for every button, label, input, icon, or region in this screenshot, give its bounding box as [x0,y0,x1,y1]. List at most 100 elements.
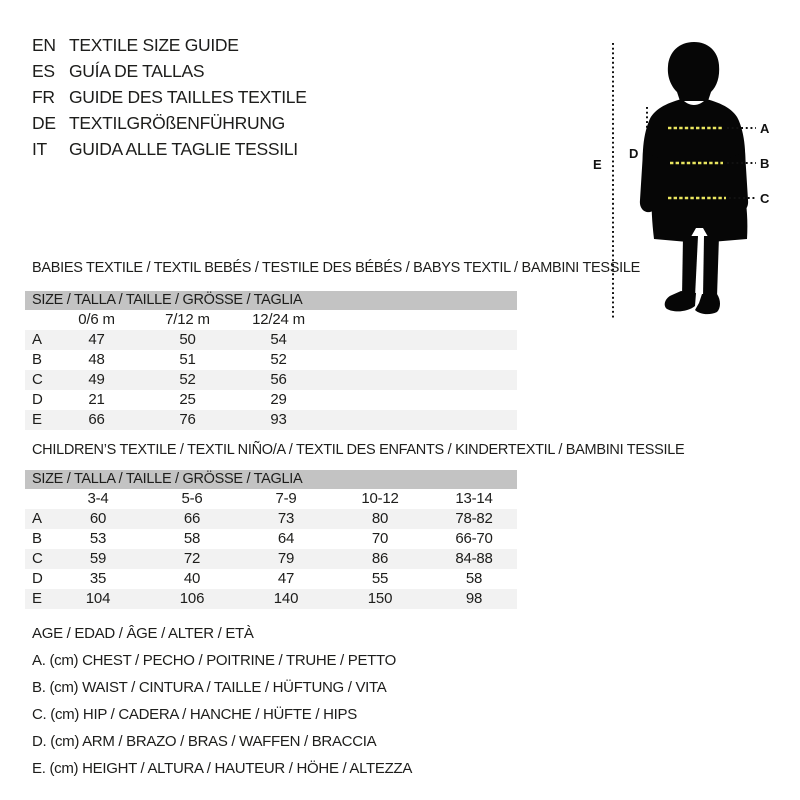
legend-waist: B. (cm) WAIST / CINTURA / TAILLE / HÜFTU… [32,679,387,696]
column-header: 7-9 [275,490,297,507]
figure-label-d: D [629,146,638,161]
children-textile-section: CHILDREN’S TEXTILE / TEXTIL NIÑO/A / TEX… [25,441,685,609]
cell: 104 [85,590,111,607]
cell: 66 [183,510,201,527]
column-header: 0/6 m [78,311,115,328]
table-row: D 21 25 29 [25,390,517,410]
legend-age: AGE / EDAD / ÂGE / ALTER / ETÀ [32,625,254,642]
cell: 21 [88,391,105,408]
legend-arm: D. (cm) ARM / BRAZO / BRAS / WAFFEN / BR… [32,733,377,750]
children-section-title: CHILDREN’S TEXTILE / TEXTIL NIÑO/A / TEX… [32,442,685,458]
legend-height: E. (cm) HEIGHT / ALTURA / HAUTEUR / HÖHE… [32,760,413,777]
guide-title-es: GUÍA DE TALLAS [69,60,205,81]
cell: 47 [277,570,295,587]
babies-size-header-bar: SIZE / TALLA / TAILLE / GRÖSSE / TAGLIA [25,291,517,310]
row-label: E [32,411,42,428]
language-code: FR [32,86,55,107]
table-row: E 66 76 93 [25,410,517,430]
language-title-list: EN TEXTILE SIZE GUIDE ES GUÍA DE TALLAS … [32,32,307,162]
cell: 35 [89,570,107,587]
row-label: D [32,391,43,408]
column-header: 12/24 m [252,311,305,328]
row-label: C [32,550,43,567]
cell: 93 [270,411,287,428]
cell: 54 [270,331,287,348]
table-row: A 60 66 73 80 78-82 [25,509,517,529]
row-label: A [32,331,42,348]
children-size-header-bar: SIZE / TALLA / TAILLE / GRÖSSE / TAGLIA [25,470,517,489]
cell: 78-82 [455,510,493,527]
legend-chest: A. (cm) CHEST / PECHO / POITRINE / TRUHE… [32,652,396,669]
row-label: B [32,530,42,547]
cell: 51 [179,351,196,368]
child-silhouette [639,42,749,315]
row-label: B [32,351,42,368]
language-code: EN [32,34,56,55]
cell: 58 [183,530,201,547]
row-label: A [32,510,42,527]
child-silhouette-figure: A B C D E [593,42,770,318]
cell: 98 [465,590,483,607]
cell: 52 [179,371,196,388]
language-code: DE [32,112,56,133]
children-column-header-row: 3-4 5-6 7-9 10-12 13-14 [25,489,517,509]
column-header: 7/12 m [165,311,210,328]
cell: 47 [88,331,105,348]
column-header: 10-12 [361,490,399,507]
table-row: C 49 52 56 [25,370,517,390]
cell: 80 [371,510,389,527]
measurement-legend: AGE / EDAD / ÂGE / ALTER / ETÀ A. (cm) C… [32,620,412,782]
corner-cell [25,489,51,509]
cell: 25 [179,391,196,408]
cell: 59 [89,550,107,567]
babies-textile-section: BABIES TEXTILE / TEXTIL BEBÉS / TESTILE … [25,259,640,430]
cell: 86 [371,550,389,567]
cell: 64 [277,530,295,547]
guide-title-it: GUIDA ALLE TAGLIE TESSILI [69,138,298,159]
row-label: C [32,371,43,388]
cell: 48 [88,351,105,368]
language-row-de: DE TEXTILGRÖßENFÜHRUNG [32,110,307,136]
language-code: ES [32,60,55,81]
language-code: IT [32,138,47,159]
figure-label-c: C [760,191,770,206]
cell: 56 [270,371,287,388]
table-row: E 104 106 140 150 98 [25,589,517,609]
table-row: A 47 50 54 [25,330,517,350]
column-header: 13-14 [455,490,493,507]
language-row-es: ES GUÍA DE TALLAS [32,58,307,84]
guide-title-de: TEXTILGRÖßENFÜHRUNG [69,112,285,133]
cell: 60 [89,510,107,527]
babies-column-header-row: 0/6 m 7/12 m 12/24 m [25,310,517,330]
row-label: D [32,570,43,587]
cell: 66 [88,411,105,428]
cell: 70 [371,530,389,547]
babies-section-title: BABIES TEXTILE / TEXTIL BEBÉS / TESTILE … [32,260,640,276]
cell: 140 [273,590,299,607]
row-label: E [32,590,42,607]
cell: 150 [367,590,393,607]
language-row-fr: FR GUIDE DES TAILLES TEXTILE [32,84,307,110]
cell: 53 [89,530,107,547]
column-header: 5-6 [181,490,203,507]
cell: 72 [183,550,201,567]
table-row: B 48 51 52 [25,350,517,370]
cell: 106 [179,590,205,607]
cell: 49 [88,371,105,388]
cell: 40 [183,570,201,587]
cell: 79 [277,550,295,567]
legend-hip: C. (cm) HIP / CADERA / HANCHE / HÜFTE / … [32,706,357,723]
language-row-it: IT GUIDA ALLE TAGLIE TESSILI [32,136,307,162]
cell: 58 [465,570,483,587]
table-row: C 59 72 79 86 84-88 [25,549,517,569]
cell: 29 [270,391,287,408]
column-header: 3-4 [87,490,109,507]
table-row: B 53 58 64 70 66-70 [25,529,517,549]
figure-label-a: A [760,121,770,136]
guide-title-fr: GUIDE DES TAILLES TEXTILE [69,86,307,107]
figure-label-b: B [760,156,769,171]
cell: 66-70 [455,530,493,547]
language-row-en: EN TEXTILE SIZE GUIDE [32,32,307,58]
cell: 50 [179,331,196,348]
